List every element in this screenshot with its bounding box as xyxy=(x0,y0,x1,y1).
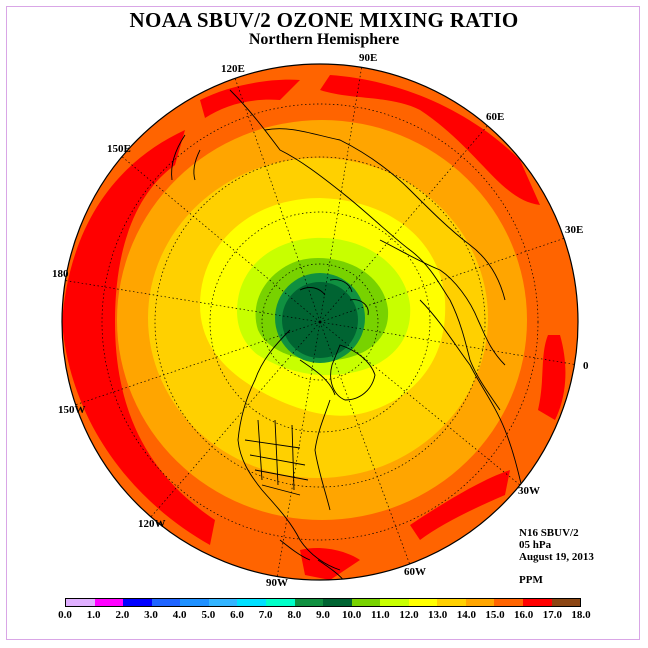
lon-label-90w: 90W xyxy=(266,577,288,589)
globe-rim xyxy=(61,63,579,581)
plot-frame xyxy=(6,6,640,640)
colorbar-tick-label: 17.0 xyxy=(542,609,562,621)
colorbar-swatch xyxy=(323,599,352,606)
colorbar-tick-label: 7.0 xyxy=(258,609,273,621)
colorbar-swatch xyxy=(408,599,438,606)
lon-label-150e: 150E xyxy=(107,143,131,155)
colorbar-swatch xyxy=(208,599,238,606)
colorbar-tick-label: 2.0 xyxy=(115,609,130,621)
colorbar-tick-label: 18.0 xyxy=(571,609,591,621)
band-9 xyxy=(282,282,358,358)
colorbar-swatch xyxy=(465,599,495,606)
instrument-label: N16 SBUV/2 xyxy=(519,527,579,539)
lon-label-30w: 30W xyxy=(518,485,540,497)
lon-label-60w: 60W xyxy=(404,566,426,578)
colorbar-tick-label: 11.0 xyxy=(371,609,390,621)
lon-label-150w: 150W xyxy=(58,404,86,416)
map-subtitle: Northern Hemisphere xyxy=(248,31,400,48)
band-17-southeast xyxy=(410,470,510,540)
colorbar-swatch xyxy=(94,599,124,606)
lon-label-30e: 30E xyxy=(565,224,584,236)
colorbar-tick-label: 1.0 xyxy=(86,609,101,621)
map-title: NOAA SBUV/2 OZONE MIXING RATIO xyxy=(129,8,519,32)
colorbar-swatch xyxy=(180,599,209,606)
colorbar-ticks: 0.0 1.0 2.0 3.0 4.0 5.0 6.0 7.0 8.0 9.0 10.0 11.0 12… xyxy=(0,609,648,623)
colorbar-swatch xyxy=(551,599,581,606)
colorbar-swatch xyxy=(437,599,466,606)
colorbar-tick-label: 13.0 xyxy=(428,609,448,621)
colorbar-tick-label: 9.0 xyxy=(316,609,330,621)
colorbar xyxy=(65,598,581,607)
lon-label-120e: 120E xyxy=(221,63,245,75)
lon-label-120w: 120W xyxy=(138,518,166,530)
lon-label-0: 0 xyxy=(583,360,589,372)
colorbar-swatch xyxy=(265,599,295,606)
colorbar-tick-label: 4.0 xyxy=(172,609,187,621)
colorbar-swatch xyxy=(380,599,409,606)
band-17-east xyxy=(538,335,566,420)
band-17-west xyxy=(62,130,215,545)
colorbar-tick-label: 3.0 xyxy=(144,609,158,621)
colorbar-tick-label: 15.0 xyxy=(485,609,505,621)
colorbar-tick-label: 0.0 xyxy=(58,609,72,621)
colorbar-swatch xyxy=(151,599,181,606)
units-label: PPM xyxy=(519,574,543,586)
colorbar-tick-label: 6.0 xyxy=(230,609,244,621)
date-label: August 19, 2013 xyxy=(519,551,594,563)
pressure-level-label: 05 hPa xyxy=(519,539,552,551)
colorbar-tick-label: 16.0 xyxy=(514,609,534,621)
lon-label-90e: 90E xyxy=(359,52,378,64)
colorbar-tick-label: 5.0 xyxy=(201,609,216,621)
colorbar-tick-label: 12.0 xyxy=(399,609,419,621)
colorbar-tick-label: 14.0 xyxy=(456,609,476,621)
colorbar-swatch xyxy=(294,599,324,606)
colorbar-swatch xyxy=(523,599,552,606)
band-17-northeast xyxy=(320,75,540,205)
lon-label-60e: 60E xyxy=(486,111,505,123)
colorbar-tick-label: 8.0 xyxy=(287,609,302,621)
colorbar-swatch xyxy=(66,599,95,606)
colorbar-tick-label: 10.0 xyxy=(342,609,362,621)
colorbar-swatch xyxy=(237,599,266,606)
colorbar-swatch xyxy=(123,599,152,606)
band-17-northwest xyxy=(200,79,300,118)
colorbar-swatch xyxy=(351,599,381,606)
info-block: N16 SBUV/2 05 hPa August 19, 2013 xyxy=(519,527,594,563)
lon-label-180: 180 xyxy=(52,268,69,280)
colorbar-swatch xyxy=(494,599,523,606)
